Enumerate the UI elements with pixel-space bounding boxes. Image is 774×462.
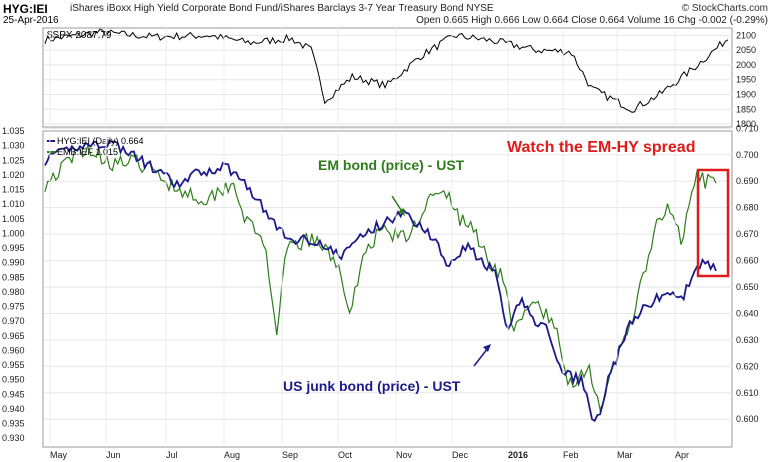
spx-line [44, 28, 729, 113]
left-tick-label: 1.000 [2, 228, 25, 238]
right-tick-label: 0.640 [736, 308, 759, 318]
annotation-watch-spread: Watch the EM-HY spread [507, 139, 695, 156]
chart-date: 25-Apr-2016 [3, 15, 59, 26]
left-tick-label: 1.015 [2, 185, 25, 195]
left-tick-label: 0.930 [2, 433, 25, 443]
annotation-us-junk: US junk bond (price) - UST [283, 378, 461, 394]
annotation-us-arrow [473, 347, 489, 367]
left-tick-label: 0.965 [2, 331, 25, 341]
left-tick-label: 0.955 [2, 360, 25, 370]
right-tick-label: 0.600 [736, 414, 759, 424]
left-tick-label: 1.020 [2, 170, 25, 180]
x-tick-label: Dec [452, 450, 469, 460]
left-tick-label: 0.970 [2, 316, 25, 326]
left-tick-label: 1.005 [2, 214, 25, 224]
ticker-description: iShares iBoxx High Yield Corporate Bond … [70, 3, 494, 14]
right-tick-label: 0.710 [736, 123, 759, 133]
spx-tick-label: 1800 [736, 119, 756, 129]
left-tick-label: 1.025 [2, 155, 25, 165]
right-tick-label: 0.670 [736, 229, 759, 239]
spread-highlight-box [696, 168, 730, 278]
spx-panel-frame [42, 27, 733, 128]
left-tick-label: 0.950 [2, 375, 25, 385]
x-tick-label: Feb [563, 450, 579, 460]
annotation-em-arrowhead [398, 208, 405, 216]
right-tick-label: 0.690 [736, 176, 759, 186]
right-tick-label: 0.660 [736, 256, 759, 266]
exchange-label: NYSE [466, 3, 494, 14]
x-tick-label: Jun [106, 450, 121, 460]
right-tick-label: 0.680 [736, 203, 759, 213]
left-tick-label: 0.945 [2, 389, 25, 399]
left-tick-label: 1.030 [2, 141, 25, 151]
spx-legend: $SPX 2087.79 [47, 30, 112, 41]
ticker-symbol: HYG:IEI [3, 2, 48, 16]
left-tick-label: 1.010 [2, 199, 25, 209]
left-tick-label: 1.035 [2, 126, 25, 136]
annotation-us-arrowhead [483, 344, 491, 352]
spx-tick-label: 1850 [736, 104, 756, 114]
main-panel-frame [42, 130, 733, 448]
left-tick-label: 0.990 [2, 258, 25, 268]
left-tick-label: 0.980 [2, 287, 25, 297]
annotations: EM bond (price) - UST US junk bond (price… [283, 139, 730, 394]
left-tick-label: 0.940 [2, 404, 25, 414]
spx-panel: 2100 2050 2000 1950 1900 1850 1800 $SPX 2087.79 [42, 27, 756, 129]
right-tick-label: 0.630 [736, 335, 759, 345]
spx-tick-label: 2000 [736, 60, 756, 70]
x-tick-label: Jul [166, 450, 178, 460]
left-tick-label: 0.960 [2, 345, 25, 355]
x-tick-label: Oct [338, 450, 353, 460]
right-tick-label: 0.610 [736, 388, 759, 398]
left-tick-label: 0.985 [2, 272, 25, 282]
description-text: iShares iBoxx High Yield Corporate Bond … [70, 3, 464, 14]
spx-tick-label: 2050 [736, 45, 756, 55]
x-tick-label: May [50, 450, 68, 460]
spx-tick-label: 1950 [736, 75, 756, 85]
right-tick-label: 0.650 [736, 282, 759, 292]
quote-summary: Open 0.665 High 0.666 Low 0.664 Close 0.… [416, 15, 768, 26]
hyg-iei-line [44, 139, 717, 422]
legend-label-hyg: HYG:IEI (Daily) 0.664 [57, 136, 144, 146]
legend-label-emb: EMB:IEF 1.015 [57, 147, 118, 157]
spx-tick-label: 1900 [736, 89, 756, 99]
left-tick-label: 0.995 [2, 243, 25, 253]
x-axis: May Jun Jul Aug Sep Oct Nov Dec 2016 Feb Mar Apr [49, 28, 689, 460]
right-tick-label: 0.700 [736, 150, 759, 160]
x-tick-label: Mar [617, 450, 633, 460]
annotation-em-bond: EM bond (price) - UST [318, 157, 465, 173]
x-tick-label: Apr [675, 450, 689, 460]
x-tick-label: Nov [396, 450, 413, 460]
x-tick-label: 2016 [508, 450, 528, 460]
stockcharts-logo: © StockCharts.com [681, 3, 768, 14]
left-tick-label: 0.975 [2, 302, 25, 312]
spx-tick-label: 2100 [736, 30, 756, 40]
right-tick-label: 0.620 [736, 361, 759, 371]
x-tick-label: Sep [282, 450, 298, 460]
x-tick-label: Aug [224, 450, 240, 460]
emb-ief-line [44, 142, 717, 412]
left-tick-label: 0.935 [2, 419, 25, 429]
